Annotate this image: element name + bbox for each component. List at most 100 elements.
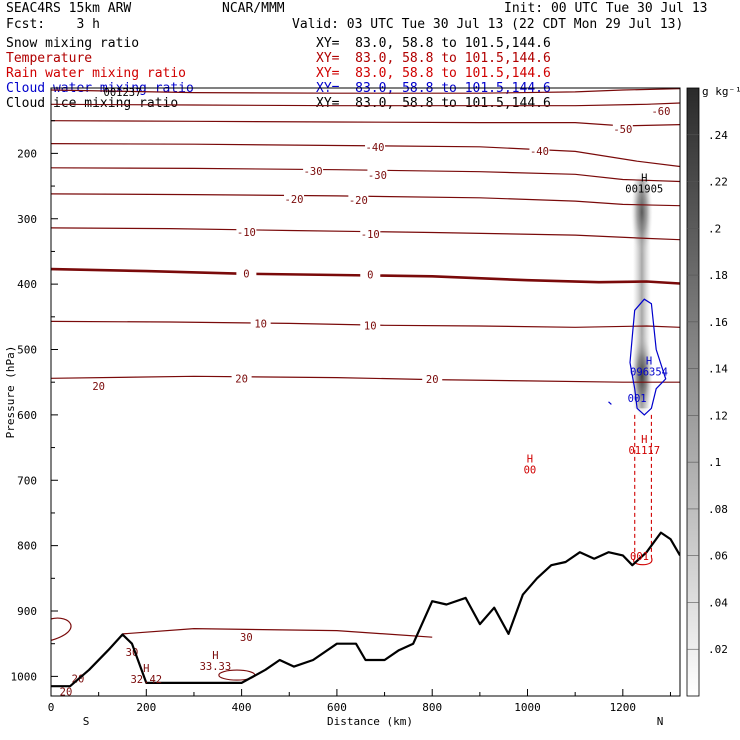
- color-legend-tick: .04: [708, 596, 728, 609]
- cloud-water-contour: [629, 298, 667, 416]
- x-axis-title: Distance (km): [327, 715, 413, 728]
- color-legend-tick: .1: [708, 456, 721, 469]
- color-legend-tick: .18: [708, 269, 728, 282]
- isotherm-line: [51, 227, 680, 241]
- rain-water-contour: [633, 557, 653, 566]
- contour-label-bg: [250, 317, 271, 329]
- y-axis-title: Pressure (hPa): [4, 346, 17, 439]
- contour-label: -30: [368, 170, 387, 182]
- contour-label: -10: [237, 227, 256, 239]
- contour-label-bg: [88, 380, 109, 392]
- y-tick-label: 700: [17, 474, 37, 487]
- isotherm-line: [51, 193, 680, 207]
- isotherm-line: [51, 320, 680, 328]
- contour-label-bg: [360, 227, 381, 239]
- contour-label: -30: [304, 166, 323, 178]
- contour-label: 20: [235, 373, 248, 385]
- contour-label: 20: [426, 374, 439, 386]
- maximum-marker-label: H: [646, 356, 652, 368]
- maximum-marker-label: H: [212, 650, 218, 662]
- x-tick-label: 1000: [514, 701, 541, 714]
- endpoint-left-label: S: [83, 715, 90, 728]
- x-tick-label: 800: [422, 701, 442, 714]
- color-legend-tick: .12: [708, 409, 728, 422]
- contour-label: 30: [240, 632, 253, 644]
- color-legend-tick: .14: [708, 363, 728, 376]
- contour-label: 0: [243, 269, 249, 281]
- isotherm-line: [51, 267, 680, 285]
- contour-label: 30: [55, 696, 68, 708]
- contour-label-bg: [236, 267, 257, 279]
- maximum-value: 096354: [630, 367, 668, 379]
- x-tick-label: 0: [48, 701, 55, 714]
- maximum-marker-label: H: [641, 173, 647, 185]
- color-legend-unit: g kg⁻¹: [702, 85, 740, 98]
- isotherm-line: [51, 375, 680, 383]
- maximum-value: 001237: [104, 87, 142, 99]
- valid-time: Valid: 03 UTC Tue 30 Jul 13 (22 CDT Mon …: [292, 17, 684, 32]
- contour-label-bg: [284, 193, 305, 205]
- y-tick-label: 400: [17, 278, 37, 291]
- contour-label-bg: [122, 646, 143, 658]
- y-tick-label: 900: [17, 605, 37, 618]
- contour-label-bg: [360, 268, 381, 280]
- model-title: SEAC4RS 15km ARW: [6, 1, 132, 16]
- contour-label: -20: [285, 194, 304, 206]
- contour-label: -40: [366, 142, 385, 154]
- contour-label-bg: [348, 193, 369, 205]
- color-legend-tick: .06: [708, 550, 728, 563]
- field-name-cloud-ice: Cloud ice mixing ratio: [6, 96, 179, 111]
- y-tick-label: 300: [17, 213, 37, 226]
- isotherm-line: [51, 88, 680, 94]
- contour-label-bg: [422, 372, 443, 384]
- field-name-temperature: Temperature: [6, 51, 93, 66]
- cloud-water-contour: [608, 401, 612, 405]
- maximum-value: 00: [524, 465, 537, 477]
- maximum-value: 001: [628, 393, 647, 405]
- isotherm-line: [51, 167, 680, 183]
- color-legend-tick: .08: [708, 503, 728, 516]
- field-xy-snow: XY= 83.0, 58.8 to 101.5,144.6: [316, 36, 551, 51]
- field-xy-cloud-ice: XY= 83.0, 58.8 to 101.5,144.6: [316, 96, 551, 111]
- contour-label-bg: [303, 165, 324, 177]
- maximum-marker-label: H: [119, 76, 125, 88]
- isotherm-line: [51, 617, 72, 642]
- contour-label: -70: [327, 80, 346, 92]
- isotherm-line: [51, 102, 680, 107]
- maximum-value: 33.33: [200, 661, 232, 673]
- field-xy-rain: XY= 83.0, 58.8 to 101.5,144.6: [316, 66, 551, 81]
- color-legend-tick: .24: [708, 129, 728, 142]
- maximum-marker-label: H: [143, 663, 149, 675]
- x-tick-label: 200: [136, 701, 156, 714]
- color-legend-bar: [686, 87, 700, 697]
- contour-label: 10: [254, 318, 267, 330]
- contour-label-bg: [367, 168, 388, 180]
- contour-label-bg: [231, 372, 252, 384]
- y-tick-label: 600: [17, 409, 37, 422]
- maximum-marker-label: H: [527, 454, 533, 466]
- y-tick-label: 800: [17, 540, 37, 553]
- isotherm-line: [122, 628, 433, 638]
- y-tick-label: 200: [17, 147, 37, 160]
- contour-label: -20: [349, 195, 368, 207]
- snow-shading-core: [630, 170, 653, 255]
- maximum-value: 001: [630, 551, 649, 563]
- init-time: Init: 00 UTC Tue 30 Jul 13: [504, 1, 708, 16]
- contour-label-bg: [650, 104, 671, 116]
- color-legend-tick: .02: [708, 643, 728, 656]
- forecast-hour: Fcst: 3 h: [6, 17, 100, 32]
- snow-shading-core: [630, 333, 653, 418]
- maximum-marker-label: H: [641, 434, 647, 446]
- contour-label: -40: [530, 146, 549, 158]
- contour-label: -50: [613, 124, 632, 136]
- maximum-value: 01117: [628, 445, 660, 457]
- contour-label: 0: [367, 269, 373, 281]
- terrain-line: [51, 531, 680, 688]
- color-legend-tick: .2: [708, 222, 721, 235]
- contour-label-bg: [529, 144, 550, 156]
- contour-label-bg: [236, 631, 257, 643]
- plot-frame: [50, 87, 681, 697]
- maximum-value: 001905: [625, 184, 663, 196]
- contour-label-bg: [360, 319, 381, 331]
